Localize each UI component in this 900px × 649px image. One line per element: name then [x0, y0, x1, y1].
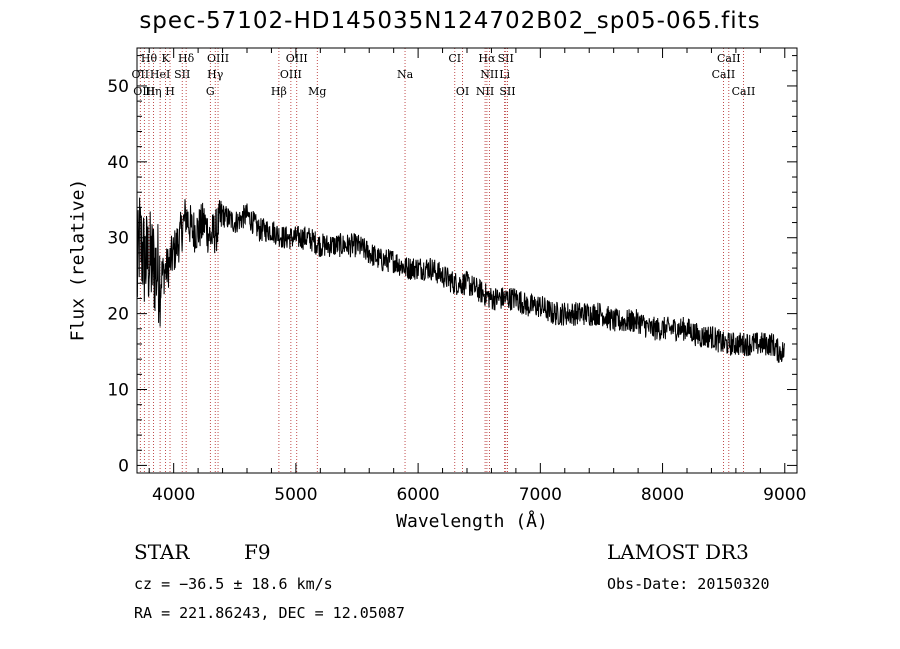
object-class: STAR	[134, 540, 190, 564]
line-marker-label: Hα	[478, 52, 496, 65]
line-marker-label: Hγ	[207, 68, 224, 81]
line-marker-label: OIII	[133, 85, 155, 98]
y-tick-label: 50	[107, 77, 129, 97]
line-marker-label: K	[161, 52, 170, 65]
spectral-subclass: F9	[244, 540, 271, 564]
line-marker-label: OIII	[280, 68, 302, 81]
x-tick-label: 8000	[641, 485, 684, 505]
chart-title: spec-57102-HD145035N124702B02_sp05-065.f…	[139, 8, 761, 34]
sky-coordinates: RA = 221.86243, DEC = 12.05087	[134, 604, 405, 622]
x-tick-label: 4000	[152, 485, 195, 505]
y-tick-label: 40	[107, 153, 129, 173]
x-tick-label: 6000	[396, 485, 439, 505]
plot-frame	[136, 47, 798, 474]
line-marker-label: HeI	[150, 68, 170, 81]
line-marker-label: OIII	[207, 52, 229, 65]
line-marker-label: NII	[476, 85, 494, 98]
y-axis-label: Flux (relative)	[67, 178, 89, 342]
line-marker-label: CI	[448, 52, 461, 65]
line-marker-label: H	[165, 85, 175, 98]
line-marker-label: SII	[498, 52, 514, 65]
line-marker-label: CaII	[732, 85, 756, 98]
line-marker-label: OII	[131, 68, 149, 81]
line-marker-label: CaII	[717, 52, 741, 65]
line-marker-label: NII	[480, 68, 498, 81]
line-marker-label: SII	[499, 85, 515, 98]
line-marker-label: OIII	[286, 52, 308, 65]
line-marker-label: G	[206, 85, 215, 98]
line-marker-label: Li	[499, 68, 510, 81]
line-marker-label: Hδ	[178, 52, 195, 65]
redshift-cz: cz = −36.5 ± 18.6 km/s	[134, 575, 333, 593]
spectrum-line	[136, 197, 785, 363]
line-marker-label: OI	[456, 85, 469, 98]
line-marker-label: Na	[397, 68, 414, 81]
y-tick-label: 20	[107, 305, 129, 325]
line-marker-label: Mg	[308, 85, 326, 98]
x-tick-label: 7000	[519, 485, 562, 505]
x-tick-label: 5000	[274, 485, 317, 505]
y-tick-label: 30	[107, 229, 129, 249]
x-tick-label: 9000	[763, 485, 806, 505]
line-marker-label: Hθ	[141, 52, 158, 65]
observation-date: Obs-Date: 20150320	[607, 575, 770, 593]
y-tick-label: 0	[118, 456, 129, 476]
line-marker-label: Hβ	[271, 85, 287, 98]
line-marker-label: SII	[174, 68, 190, 81]
line-marker-label: CaII	[712, 68, 736, 81]
x-axis-label: Wavelength (Å)	[396, 511, 548, 532]
line-marker-label: Hη	[145, 85, 161, 98]
y-tick-label: 10	[107, 381, 129, 401]
survey-name: LAMOST DR3	[607, 540, 749, 564]
